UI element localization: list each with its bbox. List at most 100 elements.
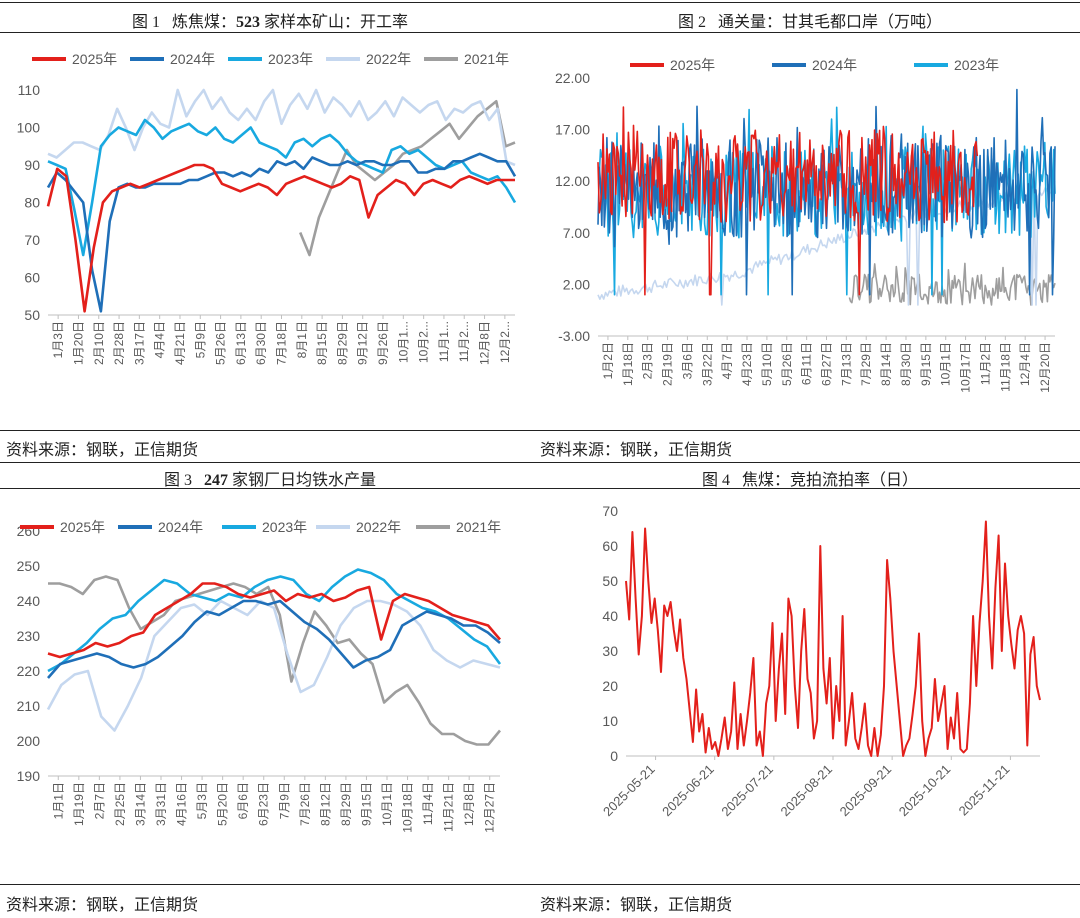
y-tick-label: 80	[24, 195, 40, 211]
x-tick-label: 12月8日	[462, 782, 476, 826]
x-tick-label: 7月18日	[275, 321, 289, 365]
legend-label: 2024年	[170, 51, 215, 67]
x-tick-label: 11月21日	[442, 782, 456, 832]
y-tick-label: 240	[17, 593, 41, 609]
x-tick-label: 9月26日	[376, 321, 390, 365]
title-text: 家样本矿山：开工率	[260, 14, 408, 31]
figure-number: 图 2	[678, 14, 706, 31]
x-tick-label: 7月9日	[277, 782, 291, 819]
title-row-border	[0, 32, 1080, 33]
legend-label: 2024年	[158, 519, 203, 535]
x-tick-label: 5月3日	[195, 782, 209, 819]
panel-3-source: 资料来源：钢联，正信期货	[6, 891, 198, 915]
y-tick-label: 40	[602, 608, 618, 624]
y-tick-label: 7.00	[563, 225, 590, 241]
y-tick-label: 210	[17, 698, 41, 714]
y-tick-label: 17.00	[555, 122, 590, 138]
x-tick-label: 3月22日	[700, 342, 714, 386]
x-tick-label: 3月17日	[132, 321, 146, 365]
top-border	[0, 2, 1080, 3]
x-tick-label: 12月20日	[1038, 342, 1052, 393]
series-line	[626, 522, 1040, 757]
x-tick-label: 6月27日	[820, 342, 834, 386]
legend-label: 2021年	[464, 51, 509, 67]
x-tick-label: 6月13日	[234, 321, 248, 365]
x-tick-label: 10月17日	[959, 342, 973, 393]
legend-label: 2023年	[268, 51, 313, 67]
y-tick-label: 70	[602, 503, 618, 519]
y-tick-label: 110	[18, 82, 41, 98]
x-tick-label: 11月18日	[998, 342, 1012, 392]
x-tick-label: 11月2日	[978, 342, 992, 385]
x-tick-label: 10月1...	[396, 321, 410, 363]
figure-number: 图 4	[702, 472, 730, 489]
title-text: 家钢厂日均铁水产量	[228, 472, 376, 489]
x-tick-label: 5月26日	[780, 342, 794, 386]
x-tick-label: 9月12日	[356, 321, 370, 365]
x-tick-label: 11月2...	[457, 321, 471, 362]
y-tick-label: 100	[17, 120, 41, 136]
y-tick-label: -3.00	[558, 328, 590, 344]
panel-4-source: 资料来源：钢联，正信期货	[540, 891, 732, 915]
x-tick-label: 2025-09-21	[837, 762, 895, 820]
y-tick-label: 60	[24, 270, 40, 286]
y-tick-label: 90	[24, 157, 40, 173]
legend-label: 2023年	[954, 57, 999, 73]
x-tick-label: 4月21日	[173, 321, 187, 365]
y-tick-label: 10	[602, 713, 618, 729]
legend-label: 2025年	[72, 51, 117, 67]
y-tick-label: 230	[17, 628, 41, 644]
y-tick-label: 20	[602, 678, 618, 694]
x-tick-label: 1月19日	[72, 782, 86, 826]
title-text: 焦煤：竞拍流拍率（日）	[742, 472, 918, 489]
panel-2-title: 图 2 通关量：甘其毛都口岸（万吨）	[540, 8, 1080, 32]
series-line	[48, 570, 500, 672]
x-tick-label: 12月2...	[498, 321, 512, 363]
x-tick-label: 7月26日	[298, 782, 312, 826]
legend-label: 2021年	[456, 519, 501, 535]
x-tick-label: 10月1日	[380, 782, 394, 826]
x-tick-label: 5月26日	[214, 321, 228, 365]
x-tick-label: 2025-11-21	[956, 762, 1013, 819]
title-bold: 247	[204, 472, 228, 489]
y-tick-label: 12.00	[555, 173, 590, 189]
x-tick-label: 9月15日	[919, 342, 933, 386]
x-tick-label: 2025-07-21	[718, 762, 776, 820]
x-tick-label: 8月30日	[899, 342, 913, 386]
x-tick-label: 1月20日	[71, 321, 85, 365]
chart-1-opening-rate: 50607080901001101月3日 1月20日 2月10日 2月28日 3月17日…	[0, 34, 540, 428]
x-tick-label: 3月14日	[133, 782, 147, 826]
x-tick-label: 8月14日	[879, 342, 893, 386]
y-tick-label: 50	[602, 573, 618, 589]
series-line	[48, 601, 500, 731]
x-tick-label: 3月31日	[154, 782, 168, 826]
x-tick-label: 8月12日	[318, 782, 332, 826]
x-tick-label: 8月15日	[315, 321, 329, 365]
mid-border	[0, 462, 1080, 463]
x-tick-label: 4月7日	[720, 342, 734, 379]
x-tick-label: 12月4日	[1018, 342, 1032, 386]
x-tick-label: 4月4日	[153, 321, 167, 358]
x-tick-label: 9月15日	[359, 782, 373, 826]
x-tick-label: 11月4日	[421, 782, 435, 825]
x-tick-label: 3月6日	[680, 342, 694, 379]
x-tick-label: 2月25日	[113, 782, 127, 826]
x-tick-label: 12月8日	[478, 321, 492, 365]
x-tick-label: 7月13日	[839, 342, 853, 386]
x-tick-label: 4月16日	[175, 782, 189, 826]
x-tick-label: 2月7日	[92, 782, 106, 819]
x-tick-label: 11月1...	[437, 321, 451, 362]
panel-2-source: 资料来源：钢联，正信期货	[540, 436, 732, 460]
x-tick-label: 5月20日	[216, 782, 230, 826]
chart-2-customs-clearance: -3.00 2.00 7.00 12.00 17.00 22.00 1月2日 1月18日 2月3…	[540, 34, 1080, 428]
y-tick-label: 200	[17, 733, 41, 749]
x-tick-label: 2月3日	[641, 342, 655, 379]
title-text: 通关量：甘其毛都口岸（万吨）	[718, 14, 942, 31]
y-tick-label: 250	[17, 558, 41, 574]
legend-label: 2024年	[812, 57, 857, 73]
x-tick-label: 10月18日	[401, 782, 415, 833]
title-text: 炼焦煤：	[172, 14, 236, 31]
x-tick-label: 2025-05-21	[600, 762, 658, 820]
x-tick-label: 6月6日	[236, 782, 250, 819]
